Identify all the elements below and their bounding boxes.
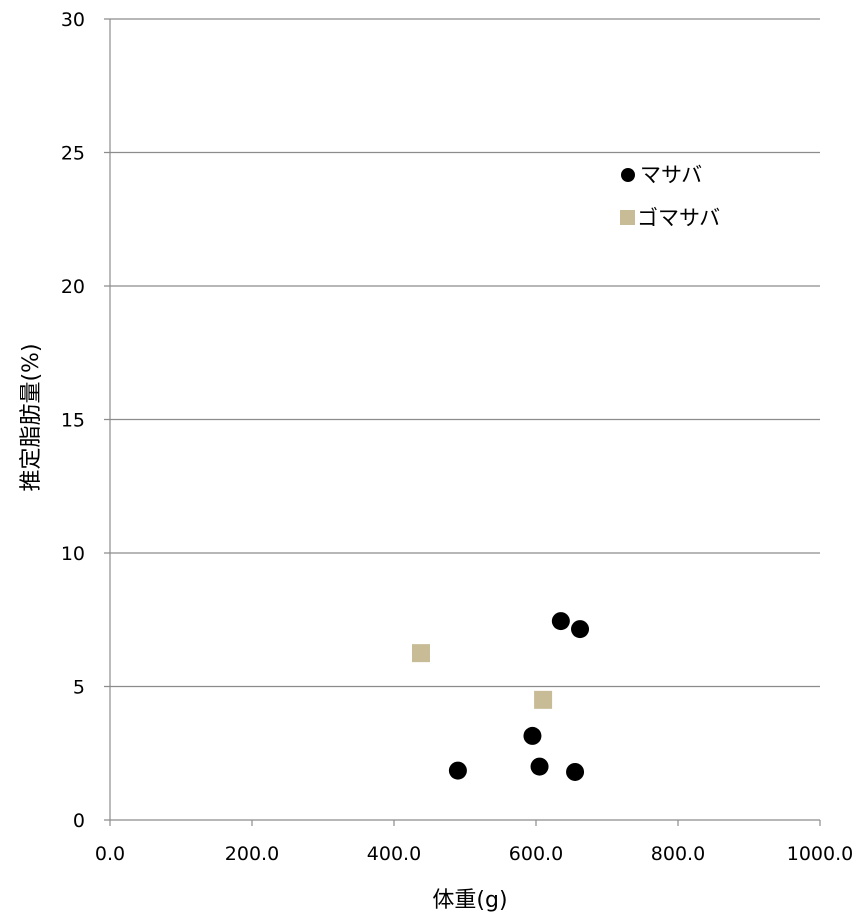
point-masaba-5 (571, 620, 590, 639)
y-tick-label-0: 0 (73, 810, 85, 832)
y-tick-label-1: 5 (73, 677, 85, 699)
x-tick-label-5: 1000.0 (787, 843, 853, 865)
point-masaba-0 (448, 761, 467, 780)
point-masaba-2 (530, 757, 549, 776)
legend-marker-masaba (621, 168, 635, 182)
point-masaba-3 (551, 612, 570, 631)
x-tick-label-1: 200.0 (225, 843, 279, 865)
y-tick-label-6: 30 (61, 9, 85, 31)
legend: マサバ ゴマサバ (620, 163, 720, 230)
legend-label-masaba: マサバ (640, 163, 702, 187)
legend-label-gomasaba: ゴマサバ (637, 206, 720, 230)
axes (104, 19, 821, 826)
x-tick-label-4: 800.0 (651, 843, 705, 865)
x-axis-title: 体重(g) (432, 888, 507, 913)
x-tick-label-0: 0.0 (95, 843, 125, 865)
x-tick-label-3: 600.0 (509, 843, 563, 865)
tick-labels: 0 5 10 15 20 25 30 0.0 200.0 400.0 600.0 800.0 1000.… (61, 9, 853, 865)
y-tick-label-3: 15 (61, 410, 85, 432)
y-tick-label-5: 25 (61, 143, 85, 165)
y-tick-label-4: 20 (61, 276, 85, 298)
point-masaba-1 (523, 726, 542, 745)
point-masaba-4 (566, 762, 585, 781)
point-gomasaba-1 (534, 690, 553, 709)
data-points (411, 612, 590, 781)
legend-marker-gomasaba (620, 210, 635, 225)
grid-lines (104, 18, 820, 688)
point-gomasaba-0 (411, 644, 430, 663)
y-axis-title: 推定脂肪量(%) (19, 343, 44, 491)
y-tick-label-2: 10 (61, 543, 85, 565)
x-tick-label-2: 400.0 (367, 843, 421, 865)
